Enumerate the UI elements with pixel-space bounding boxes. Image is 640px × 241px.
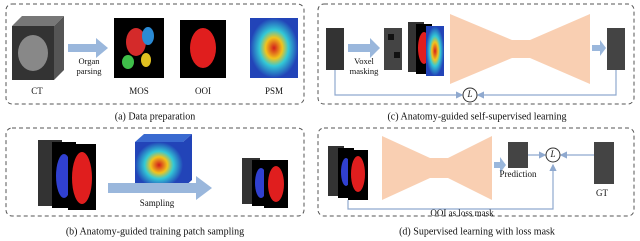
connector [334,70,464,99]
caption: (a) Data preparation [115,111,196,122]
label: PSM [265,86,283,96]
ooi-image [180,20,226,78]
gt-slice [594,142,614,184]
panel-c-box [317,3,635,105]
label: Prediction [500,169,537,179]
arrow [108,176,212,200]
output-slice [607,28,625,70]
network [382,136,492,200]
arrow [348,38,380,58]
ct-cube [12,16,64,80]
label: Organ parsing [76,56,102,76]
mos-image [114,18,164,78]
label: OOI as loss mask [430,208,494,218]
label: OOI [195,86,211,96]
loss-symbol: L [466,89,472,99]
panel-a-box [5,3,305,105]
label: Sampling [140,198,175,208]
network [450,14,590,84]
arrow [592,40,606,56]
caption: (d) Supervised learning with loss mask [399,226,555,237]
psm-image [250,18,298,78]
input-stack [328,146,368,200]
input-stack [408,22,444,76]
connector [347,163,557,210]
input-stack [38,140,96,210]
label: GT [596,188,608,198]
panel-b-box [5,127,305,217]
caption: (c) Anatomy-guided self-supervised learn… [387,111,566,122]
patch-stack [242,158,288,208]
caption: (b) Anatomy-guided training patch sampli… [66,226,244,237]
panel-d-box [317,127,635,217]
label: MOS [129,86,149,96]
arrow [494,157,506,173]
loss-node [545,147,561,163]
ct-slice [326,28,344,70]
loss-node [462,87,478,103]
label: CT [31,86,43,96]
label: Voxel masking [349,56,379,76]
loss-symbol: L [549,149,555,159]
connector [476,70,617,99]
prediction-slice [508,142,528,168]
masked-slice [384,28,402,70]
arrow [68,38,108,58]
psm-cube [135,134,192,188]
